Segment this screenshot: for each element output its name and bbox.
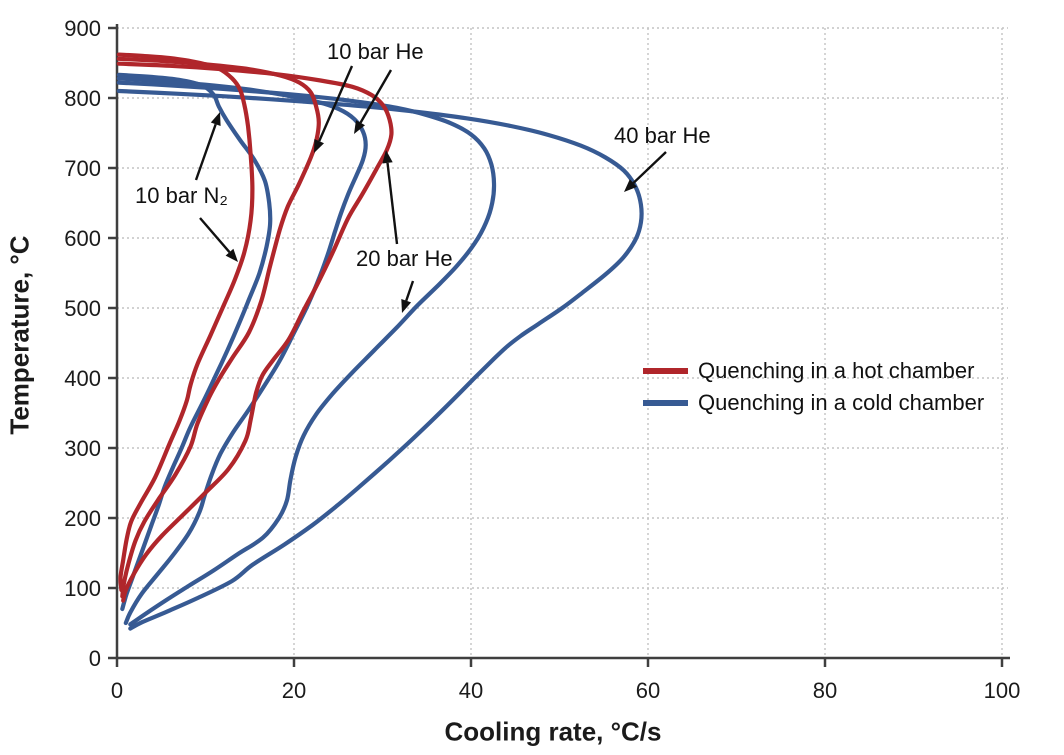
annotation-arrow-head: [210, 112, 221, 126]
annotation-arrow-head: [382, 150, 393, 164]
annotation-arrow-head: [624, 179, 637, 192]
x-tick-label: 80: [813, 678, 837, 703]
annotation-10-bar-he: 10 bar He: [327, 39, 424, 64]
curve-40-bar-he-cold-chamber: [116, 88, 644, 631]
y-tick-label: 900: [64, 16, 101, 41]
y-tick-label: 0: [89, 646, 101, 671]
annotation-10-bar-n2: 10 bar N₂: [135, 183, 228, 208]
y-tick-label: 300: [64, 436, 101, 461]
x-tick-label: 60: [636, 678, 660, 703]
legend-swatch-cold: [643, 400, 688, 406]
y-tick-label: 600: [64, 226, 101, 251]
y-tick-label: 500: [64, 296, 101, 321]
legend-row-hot: Quenching in a hot chamber: [643, 358, 984, 384]
annotation-arrow-shaft: [194, 123, 217, 181]
x-axis-title: Cooling rate, °C/s: [444, 716, 662, 747]
legend: Quenching in a hot chamber Quenching in …: [643, 358, 984, 416]
y-tick-label: 400: [64, 366, 101, 391]
legend-label-hot: Quenching in a hot chamber: [698, 358, 975, 383]
x-tick-label: 0: [111, 678, 123, 703]
annotation-40-bar-he: 40 bar He: [614, 123, 711, 148]
curve-10-bar-he-hot-chamber: [116, 56, 321, 599]
annotation-20-bar-he: 20 bar He: [356, 246, 453, 271]
annotation-arrow-shaft: [199, 217, 231, 253]
y-tick-label: 200: [64, 506, 101, 531]
curve-20-bar-he-hot-chamber: [116, 61, 394, 603]
curve-10-bar-n2-hot-chamber: [116, 52, 255, 593]
annotation-arrow-head: [314, 139, 324, 153]
annotation-arrow-shaft: [386, 162, 399, 245]
x-tick-label: 20: [282, 678, 306, 703]
annotation-arrow-shaft: [632, 151, 667, 184]
x-tick-label: 100: [984, 678, 1021, 703]
legend-row-cold: Quenching in a cold chamber: [643, 390, 984, 416]
annotation-arrow-head: [354, 120, 365, 134]
y-tick-label: 100: [64, 576, 101, 601]
y-tick-label: 700: [64, 156, 101, 181]
y-tick-label: 800: [64, 86, 101, 111]
annotation-arrow-head: [225, 248, 238, 262]
annotation-arrow-shaft: [359, 69, 393, 124]
x-tick-label: 40: [459, 678, 483, 703]
legend-label-cold: Quenching in a cold chamber: [698, 390, 985, 415]
legend-swatch-hot: [643, 368, 688, 374]
annotation-arrow-shaft: [405, 280, 415, 302]
annotation-arrow-shaft: [318, 65, 354, 142]
annotation-arrow-head: [401, 299, 412, 313]
y-axis-title: Temperature, °C: [4, 235, 35, 435]
curve-10-bar-n2-cold-chamber: [116, 72, 273, 612]
